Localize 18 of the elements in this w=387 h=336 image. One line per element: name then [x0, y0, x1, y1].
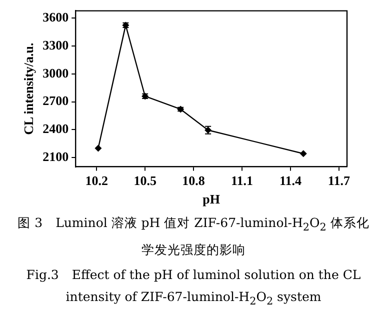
y-axis-title: CL intensity/a.u.	[21, 42, 36, 135]
y-tick-label: 3000	[42, 65, 69, 80]
x-axis-title: pH	[202, 192, 220, 207]
text: 图 3 Luminol 溶液 pH 值对 ZIF-67-luminol-H$_{2}$O$_{2}$ 体系化学发光强度的影响	[18, 215, 370, 256]
y-tick-label: 2400	[42, 121, 69, 136]
x-tick-label: 10.5	[134, 172, 157, 188]
x-tick-label: 11.1	[230, 172, 254, 188]
y-tick-label: 3300	[42, 37, 69, 52]
x-tick-label: 10.8	[182, 172, 206, 188]
caption: Fig.3 Effect of the pH of luminol solution on the CL intensity of ZIF-67-luminol-H$_{2}$O$_{2}$ system	[25, 266, 362, 309]
x-tick-label: 10.2	[85, 172, 108, 188]
y-tick-label: 2100	[42, 148, 69, 164]
y-tick-label: 2700	[42, 93, 69, 108]
point	[300, 150, 307, 158]
y-tick-label: 3600	[42, 10, 69, 25]
x-tick-label: 11.7	[328, 172, 350, 188]
point	[94, 144, 102, 152]
x-tick-label: 11.4	[279, 172, 302, 188]
